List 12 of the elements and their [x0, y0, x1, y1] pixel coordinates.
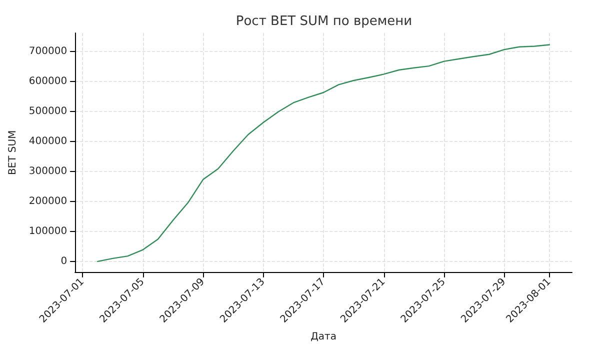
line-series: [97, 44, 550, 262]
x-axis-title: Дата: [310, 332, 336, 342]
y-tick-label: 200000: [28, 196, 68, 207]
y-tick-label: 400000: [28, 136, 68, 147]
y-tick-label: 600000: [28, 76, 68, 87]
y-tick-label: 700000: [28, 46, 68, 57]
y-tick-label: 500000: [28, 106, 68, 117]
y-tick-label: 100000: [28, 226, 68, 237]
chart-title: Рост BET SUM по времени: [236, 14, 412, 29]
y-tick-label: 0: [60, 256, 68, 267]
y-axis-title: BET SUM: [8, 130, 18, 176]
y-tick-label: 300000: [28, 166, 68, 177]
